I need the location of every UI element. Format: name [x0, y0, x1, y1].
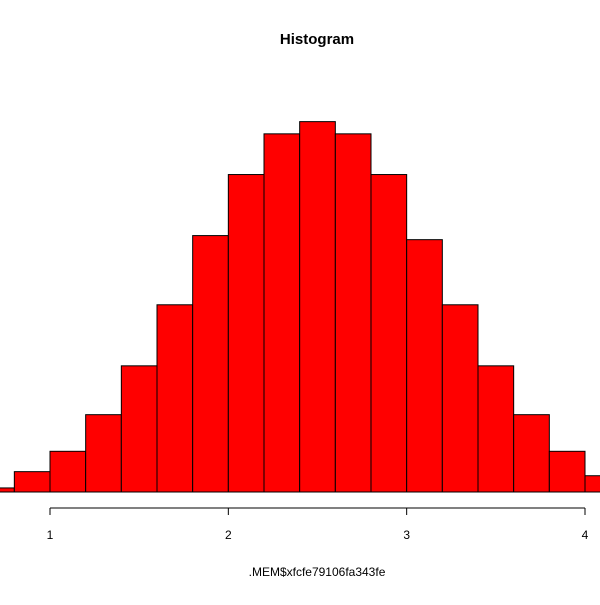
histogram-bar-11 [370, 174, 408, 493]
x-axis-label: .MEM$xfcfe79106fa343fe [249, 565, 386, 579]
histogram-bar-12 [406, 239, 443, 493]
histogram-bar-5 [156, 304, 194, 493]
histogram-bar-15 [513, 414, 550, 493]
histogram-bar-9 [299, 121, 336, 493]
histogram-bar-7 [227, 174, 265, 493]
histogram-bar-13 [441, 304, 479, 493]
x-tick-label-3: 4 [582, 528, 589, 542]
histogram-bar-1 [13, 471, 51, 493]
histogram-bar-3 [85, 414, 122, 493]
histogram-bar-4 [120, 365, 158, 493]
bars-layer [0, 121, 600, 493]
histogram-bar-10 [334, 133, 372, 493]
chart-title: Histogram [280, 31, 354, 48]
histogram-bar-14 [477, 365, 515, 493]
x-tick-label-1: 2 [225, 528, 232, 542]
histogram-bar-8 [263, 133, 301, 493]
x-tick-label-2: 3 [403, 528, 410, 542]
x-tick-label-0: 1 [47, 528, 54, 542]
histogram-bar-17 [584, 475, 600, 493]
histogram-bar-6 [192, 235, 229, 493]
histogram-bar-16 [548, 450, 586, 493]
histogram-bar-0 [0, 487, 15, 493]
histogram-bar-2 [49, 450, 87, 493]
x-axis: 1 2 3 4 [47, 507, 589, 542]
